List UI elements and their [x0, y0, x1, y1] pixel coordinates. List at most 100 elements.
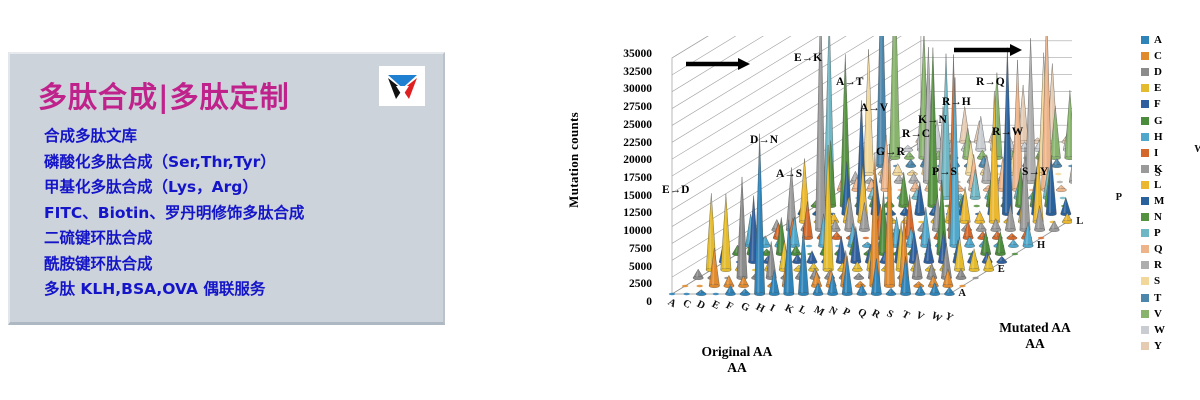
- data-cone-highlight: [914, 250, 918, 277]
- data-cone-highlight: [994, 230, 998, 237]
- data-cone-base: [964, 244, 975, 248]
- annotation-label: G→R: [876, 146, 905, 158]
- legend-item-R[interactable]: R: [1141, 257, 1191, 273]
- legend-item-F[interactable]: F: [1141, 96, 1191, 112]
- data-cone-highlight: [1048, 154, 1052, 213]
- data-marker: [1059, 196, 1066, 200]
- data-cone-highlight: [842, 54, 846, 206]
- data-cone-highlight: [1058, 185, 1062, 189]
- list-item: 甲基化多肽合成（Lys，Arg）: [44, 178, 258, 196]
- legend-item-M[interactable]: M: [1141, 193, 1191, 209]
- annotation-label: E→D: [662, 184, 690, 196]
- data-cone-base: [853, 276, 865, 280]
- legend-item-K[interactable]: K: [1141, 161, 1191, 177]
- data-cone-highlight: [972, 169, 976, 197]
- legend-item-L[interactable]: L: [1141, 177, 1191, 193]
- legend-swatch-icon: [1141, 245, 1149, 254]
- legend-label: A: [1154, 34, 1162, 47]
- data-cone-base: [974, 220, 986, 224]
- data-cone-highlight: [774, 219, 777, 229]
- z-axis-tick-label: L: [1076, 216, 1084, 227]
- data-marker: [805, 244, 813, 248]
- data-cone-base: [850, 260, 862, 264]
- data-marker: [1056, 180, 1063, 184]
- list-item: 合成多肽文库: [44, 127, 138, 145]
- data-cone-base: [996, 260, 1008, 264]
- data-cone-base: [1006, 236, 1018, 240]
- data-cone-base: [692, 276, 704, 280]
- data-cone-base: [1045, 212, 1057, 216]
- data-cone-highlight: [947, 132, 951, 141]
- legend-item-A[interactable]: A: [1141, 32, 1191, 48]
- legend-item-W[interactable]: W: [1141, 322, 1191, 338]
- data-cone-highlight: [879, 36, 882, 165]
- y-axis-tick-label: 2500: [629, 278, 652, 291]
- legend-label: R: [1154, 259, 1162, 272]
- legend-label: W: [1154, 323, 1165, 336]
- legend-swatch-icon: [1141, 180, 1149, 189]
- data-cone-highlight: [1054, 158, 1057, 165]
- company-logo: [379, 66, 425, 106]
- data-cone-base: [802, 236, 813, 240]
- y-axis-ticks: 0 2500 5000 7500 10000 12500 15000 17500 20000 22…: [592, 48, 652, 308]
- data-cone-highlight: [986, 254, 989, 269]
- annotation-label: K→N: [918, 114, 947, 126]
- data-cone-base: [871, 292, 882, 296]
- legend-swatch-icon: [1141, 84, 1149, 93]
- legend-item-P[interactable]: P: [1141, 225, 1191, 241]
- logo-chevron-icon: [388, 75, 417, 99]
- data-cone-base: [968, 268, 980, 272]
- y-axis-tick-label: 5000: [629, 260, 652, 273]
- legend-item-Q[interactable]: Q: [1141, 241, 1191, 257]
- data-cone-highlight: [984, 154, 987, 181]
- legend-item-T[interactable]: T: [1141, 290, 1191, 306]
- legend-item-Y[interactable]: Y: [1141, 338, 1191, 354]
- data-cone-highlight: [711, 247, 715, 285]
- legend-item-H[interactable]: H: [1141, 129, 1191, 145]
- data-cone-highlight: [853, 226, 856, 261]
- annotation-label: A→S: [776, 168, 803, 180]
- legend-item-G[interactable]: G: [1141, 112, 1191, 128]
- y-axis-tick-label: 32500: [623, 65, 652, 78]
- data-cone-highlight: [977, 210, 980, 221]
- legend-item-V[interactable]: V: [1141, 306, 1191, 322]
- data-cone-highlight: [781, 240, 785, 269]
- legend-label: Y: [1154, 339, 1162, 352]
- data-cone-base: [725, 292, 736, 296]
- data-cone-base: [975, 148, 987, 152]
- data-cone-highlight: [958, 193, 961, 197]
- data-cone-base: [851, 268, 863, 272]
- legend-swatch-icon: [1141, 116, 1149, 125]
- list-item: 磷酸化多肽合成（Ser,Thr,Tyr）: [44, 152, 276, 171]
- promo-title: 多肽合成|多肽定制: [38, 80, 290, 114]
- legend-item-S[interactable]: S: [1141, 273, 1191, 289]
- data-cone-base: [884, 284, 895, 288]
- data-cone-base: [905, 164, 917, 168]
- y-axis-tick-label: 30000: [623, 83, 652, 96]
- legend-swatch-icon: [1141, 213, 1149, 222]
- legend-label: D: [1154, 66, 1162, 79]
- z-axis-tick-label: H: [1037, 240, 1046, 251]
- data-cone-highlight: [859, 284, 862, 293]
- y-axis-tick-label: 17500: [623, 172, 652, 184]
- data-cone-base: [806, 260, 818, 264]
- list-item: 酰胺键环肽合成: [44, 254, 153, 273]
- legend-item-E[interactable]: E: [1141, 80, 1191, 96]
- data-cone-base: [911, 276, 923, 280]
- data-marker: [681, 284, 689, 288]
- legend-item-N[interactable]: N: [1141, 209, 1191, 225]
- legend-swatch-icon: [1141, 261, 1149, 270]
- legend-item-I[interactable]: I: [1141, 145, 1191, 161]
- legend-item-C[interactable]: C: [1141, 48, 1191, 64]
- annotation-label: A→V: [860, 102, 889, 114]
- legend-item-D[interactable]: D: [1141, 64, 1191, 80]
- data-marker: [683, 292, 690, 296]
- data-cone-highlight: [926, 238, 929, 261]
- data-marker: [973, 204, 980, 208]
- data-cone-highlight: [930, 275, 934, 285]
- data-cone-highlight: [1037, 205, 1040, 229]
- annotation-label: A→T: [836, 76, 864, 88]
- z-axis-title: Mutated AA AA: [990, 320, 1080, 352]
- data-cone-base: [783, 292, 795, 296]
- z-axis-tick-label: S: [1154, 168, 1161, 179]
